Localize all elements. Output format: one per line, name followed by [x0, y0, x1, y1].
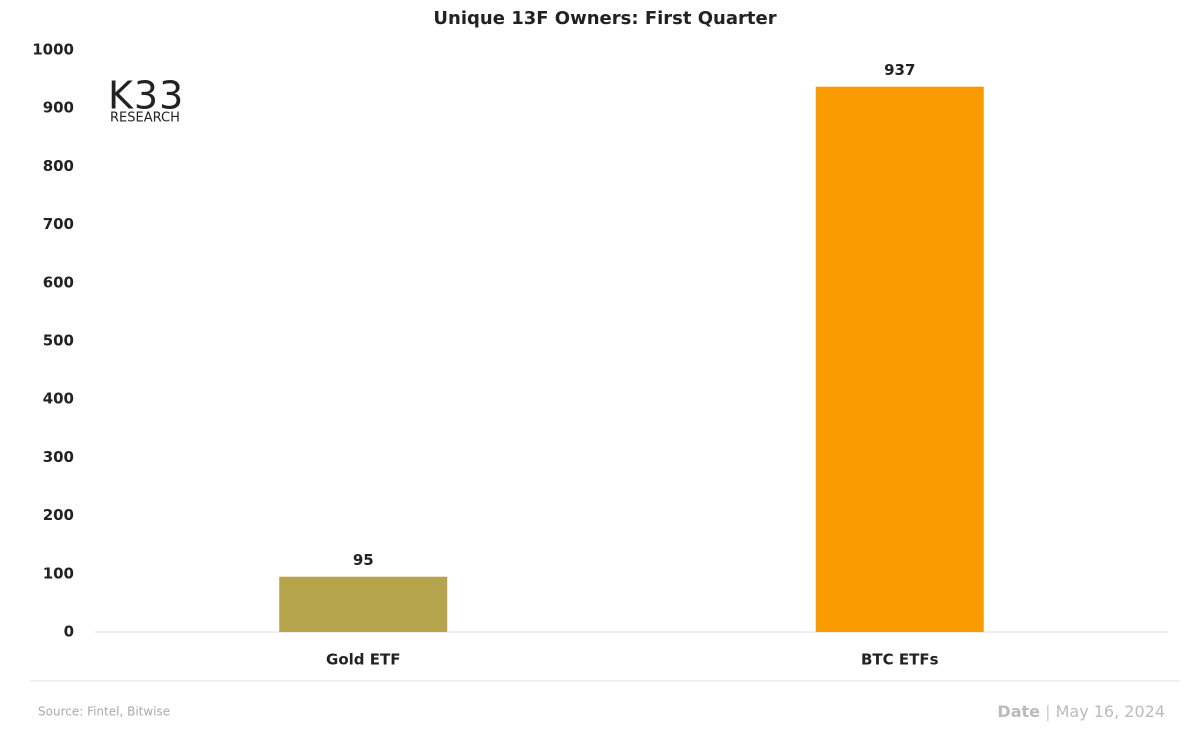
x-tick-label: Gold ETF	[326, 651, 400, 669]
bar	[815, 86, 984, 632]
y-tick-label: 1000	[32, 41, 74, 59]
y-tick-label: 0	[64, 623, 74, 641]
value-label: 937	[884, 61, 915, 79]
logo: K33	[108, 74, 184, 118]
y-tick-label: 900	[43, 99, 74, 117]
y-tick-label: 800	[43, 157, 74, 175]
x-tick-label: BTC ETFs	[861, 651, 939, 669]
date: May 16, 2024	[1056, 702, 1165, 721]
date-label: Date	[997, 702, 1040, 721]
y-tick-label: 100	[43, 564, 74, 582]
bar	[279, 576, 448, 632]
y-tick-label: 300	[43, 448, 74, 466]
y-tick-label: 600	[43, 273, 74, 291]
source: Source: Fintel, Bitwise	[38, 705, 170, 719]
y-tick-label: 500	[43, 332, 74, 350]
y-tick-label: 700	[43, 215, 74, 233]
date-separator: |	[1045, 702, 1050, 721]
date-footer: Date | May 16, 2024	[997, 702, 1165, 721]
value-label: 95	[353, 551, 374, 569]
y-tick-label: 400	[43, 390, 74, 408]
chart-title: Unique 13F Owners: First Quarter	[433, 8, 776, 29]
logo-subtitle: RESEARCH	[110, 111, 180, 126]
y-tick-label: 200	[43, 506, 74, 524]
